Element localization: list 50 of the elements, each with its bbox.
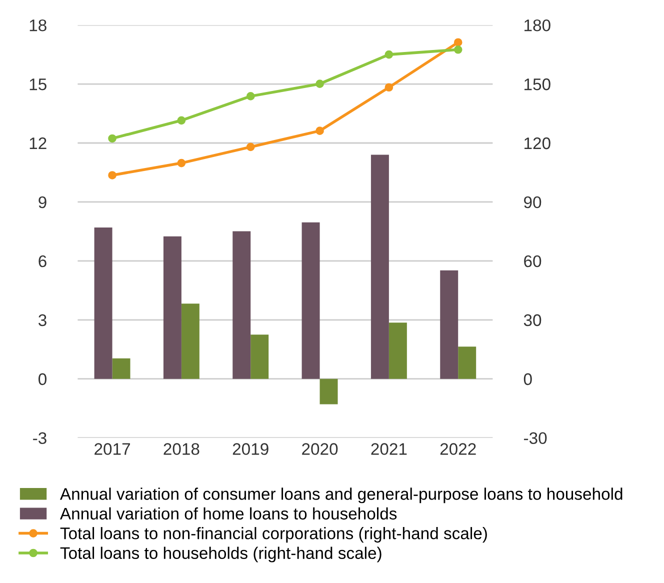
point bbox=[316, 80, 324, 88]
bar bbox=[370, 154, 389, 379]
y-tick-label: -3 bbox=[33, 432, 46, 444]
bar bbox=[320, 378, 338, 404]
x-tick-label: 2020 bbox=[302, 443, 338, 455]
point bbox=[384, 50, 394, 59]
bar bbox=[163, 236, 182, 379]
y2-tick-label: 0 bbox=[524, 373, 532, 386]
y-tick-label: 12 bbox=[30, 137, 46, 150]
bar bbox=[250, 334, 269, 379]
point bbox=[246, 142, 255, 152]
x-tick-label: 2017 bbox=[94, 443, 130, 455]
bar bbox=[388, 322, 407, 379]
point bbox=[246, 92, 255, 100]
point bbox=[316, 126, 324, 135]
y-tick-label: 6 bbox=[38, 255, 46, 268]
point bbox=[177, 158, 186, 168]
x-tick-label: 2019 bbox=[232, 443, 268, 455]
x-tick-label: 2021 bbox=[371, 443, 407, 455]
y2-tick-label: 120 bbox=[524, 137, 550, 150]
y2-tick-label: 90 bbox=[524, 196, 542, 208]
bar bbox=[112, 358, 130, 379]
y-tick-label: 9 bbox=[38, 196, 46, 208]
bar bbox=[232, 231, 251, 379]
legend-label: Total loans to non-financial corporations (right-hand scale) bbox=[60, 527, 487, 543]
bar bbox=[181, 304, 200, 379]
bar bbox=[458, 346, 476, 379]
bar bbox=[440, 270, 458, 379]
point bbox=[454, 45, 462, 54]
y-tick-label: 3 bbox=[38, 314, 46, 326]
point bbox=[177, 116, 186, 125]
y2-tick-label: 180 bbox=[524, 19, 550, 32]
bar bbox=[94, 228, 112, 379]
y2-tick-label: 60 bbox=[524, 255, 542, 268]
legend-label: Annual variation of consumer loans and general-purpose loans to household bbox=[60, 488, 622, 504]
point bbox=[454, 38, 462, 47]
legend-label: Annual variation of home loans to households bbox=[60, 507, 397, 520]
y-tick-label: 0 bbox=[38, 373, 46, 386]
y2-tick-label: 30 bbox=[524, 314, 542, 326]
y-tick-label: 15 bbox=[30, 78, 46, 90]
x-tick-label: 2018 bbox=[164, 443, 200, 455]
y2-tick-label: -30 bbox=[524, 432, 547, 444]
bar bbox=[302, 222, 320, 379]
x-tick-label: 2022 bbox=[440, 443, 476, 455]
point bbox=[108, 134, 116, 143]
point bbox=[108, 171, 116, 180]
y-tick-label: 18 bbox=[30, 19, 46, 32]
legend-label: Total loans to households (right-hand scale) bbox=[60, 546, 382, 562]
y2-tick-label: 150 bbox=[524, 78, 550, 90]
point bbox=[384, 83, 394, 92]
